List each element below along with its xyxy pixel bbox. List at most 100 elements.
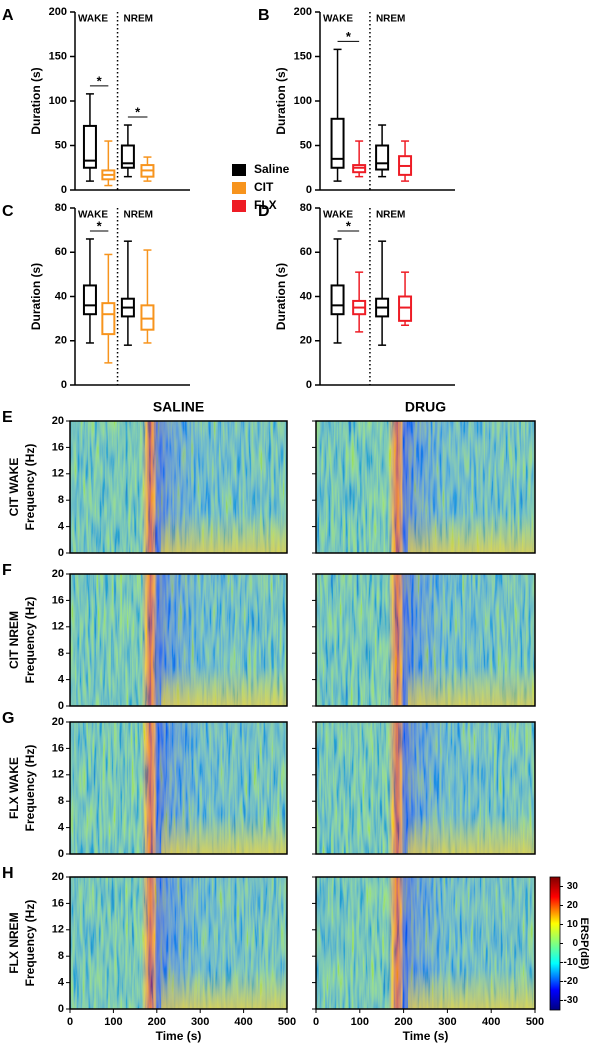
x-tick-label: 500 — [278, 1016, 296, 1028]
y-tick-label: 0 — [58, 1003, 64, 1015]
y-axis-label: Duration (s) — [274, 263, 288, 330]
box — [101, 302, 116, 336]
y-tick-label: 60 — [300, 246, 312, 258]
spectrogram-frame — [315, 573, 536, 707]
significance-star: * — [346, 29, 352, 44]
group-label: WAKE — [323, 14, 353, 25]
y-tick-label: 4 — [58, 822, 65, 834]
legend-label: CIT — [254, 180, 274, 194]
box — [82, 284, 97, 316]
x-tick-label: 300 — [438, 1016, 456, 1028]
y-tick-label: 12 — [52, 769, 64, 781]
y-tick-label: 8 — [58, 950, 64, 962]
low-frequency-band — [407, 722, 535, 854]
colorbar-tick-label: 0 — [572, 938, 578, 949]
y-tick-label: 200 — [294, 6, 312, 18]
y-tick-label: 12 — [52, 924, 64, 936]
y-tick-label: 20 — [52, 716, 64, 728]
colorbar-tick-label: 30 — [567, 881, 579, 892]
x-tick-label: 0 — [313, 1016, 319, 1028]
panel-letter: G — [2, 710, 14, 727]
y-tick-label: 16 — [52, 441, 64, 453]
y-tick-label: 40 — [300, 290, 312, 302]
column-title: SALINE — [153, 399, 204, 415]
y-tick-label: 20 — [55, 335, 67, 347]
panel-letter: H — [2, 865, 14, 882]
y-tick-label: 0 — [58, 848, 64, 860]
y-tick-label: 12 — [52, 621, 64, 633]
y-tick-label: 4 — [58, 521, 65, 533]
y-tick-label: 0 — [58, 700, 64, 712]
panel-letter: B — [258, 7, 270, 24]
x-tick-label: 100 — [104, 1016, 122, 1028]
legend-swatch — [232, 182, 246, 194]
box — [120, 144, 135, 169]
low-frequency-band — [407, 574, 535, 706]
low-frequency-band — [161, 421, 287, 553]
y-tick-label: 100 — [49, 95, 67, 107]
y-tick-label: 20 — [300, 335, 312, 347]
low-frequency-band — [161, 877, 287, 1009]
y-tick-label: 4 — [58, 977, 65, 989]
colorbar-tick-label: 10 — [567, 919, 579, 930]
y-tick-label: 16 — [52, 742, 64, 754]
low-frequency-band — [161, 722, 287, 854]
box — [82, 124, 97, 169]
x-tick-label: 300 — [191, 1016, 209, 1028]
y-tick-label: 80 — [55, 202, 67, 214]
y-tick-label: 40 — [55, 290, 67, 302]
panel-letter: C — [2, 203, 14, 220]
y-tick-label: 150 — [49, 50, 67, 62]
group-label: WAKE — [323, 210, 353, 221]
panel-letter: D — [258, 203, 270, 220]
colorbar — [549, 876, 561, 1011]
y-tick-label: 50 — [55, 139, 67, 151]
y-tick-label: 80 — [300, 202, 312, 214]
legend-swatch — [232, 164, 246, 176]
box — [330, 117, 345, 169]
y-axis-label: Frequency (Hz) — [23, 745, 37, 832]
y-tick-label: 16 — [52, 594, 64, 606]
significance-star: * — [346, 218, 352, 233]
y-tick-label: 4 — [58, 674, 65, 686]
spectrogram-frame — [69, 420, 288, 554]
row-label: CIT NREM — [7, 611, 21, 669]
y-tick-label: 20 — [52, 415, 64, 427]
y-tick-label: 150 — [294, 50, 312, 62]
group-label: NREM — [376, 210, 405, 221]
significance-star: * — [135, 104, 141, 119]
y-tick-label: 20 — [52, 871, 64, 883]
row-label: FLX NREM — [7, 912, 21, 973]
row-label: FLX WAKE — [7, 757, 21, 819]
x-axis-label: Time (s) — [403, 1029, 449, 1043]
spectrogram-frame — [315, 876, 536, 1010]
y-tick-label: 0 — [61, 184, 67, 196]
significance-star: * — [97, 218, 103, 233]
legend-label: Saline — [254, 162, 290, 176]
spectrogram-frame — [69, 573, 288, 707]
panel-letter: F — [2, 562, 12, 579]
group-label: NREM — [124, 210, 153, 221]
low-frequency-band — [161, 574, 287, 706]
y-axis-label: Duration (s) — [29, 67, 43, 134]
y-tick-label: 8 — [58, 795, 64, 807]
group-label: WAKE — [78, 14, 108, 25]
y-axis-label: Duration (s) — [274, 67, 288, 134]
x-tick-label: 500 — [526, 1016, 544, 1028]
y-tick-label: 12 — [52, 468, 64, 480]
x-tick-label: 0 — [67, 1016, 73, 1028]
low-frequency-band — [407, 877, 535, 1009]
y-tick-label: 16 — [52, 897, 64, 909]
colorbar-tick-label: -10 — [564, 957, 579, 968]
spectrogram-frame — [69, 721, 288, 855]
x-tick-label: 400 — [482, 1016, 500, 1028]
panel-letter: E — [2, 409, 13, 426]
x-axis-label: Time (s) — [156, 1029, 202, 1043]
colorbar-tick-label: -20 — [564, 976, 579, 987]
x-tick-label: 400 — [234, 1016, 252, 1028]
group-label: NREM — [124, 14, 153, 25]
y-tick-label: 100 — [294, 95, 312, 107]
panel-letter: A — [2, 7, 14, 24]
legend-swatch — [232, 200, 246, 212]
